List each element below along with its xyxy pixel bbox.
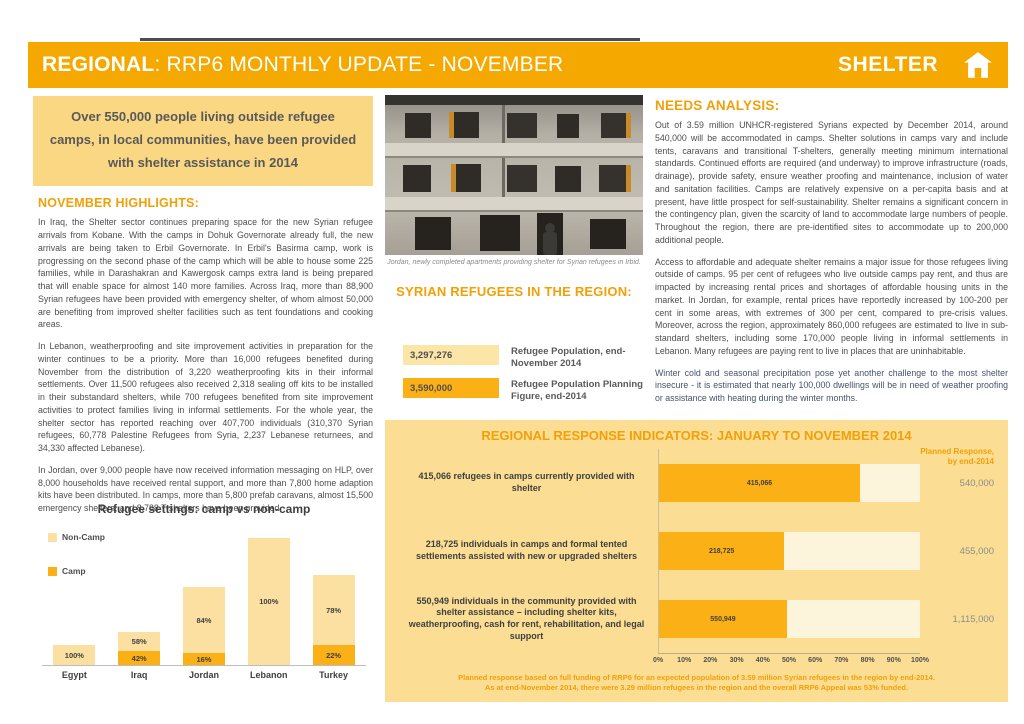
needs-paragraph-camps: Out of 3.59 million UNHCR-registered Syr…	[655, 120, 1008, 245]
needs-analysis-section: NEEDS ANALYSIS: Out of 3.59 million UNHC…	[655, 98, 1008, 414]
camp-bar-lebanon: 100%	[240, 538, 298, 665]
indicator-achieved-3: 550,949	[659, 600, 787, 638]
indicator-label-3: 550,949 individuals in the community pro…	[408, 595, 645, 641]
indicator-remaining-1	[859, 464, 920, 502]
headline-box: Over 550,000 people living outside refug…	[33, 96, 373, 187]
stat-label-planning: Refugee Population Planning Figure, end-…	[511, 379, 643, 403]
left-column: Over 550,000 people living outside refug…	[33, 96, 373, 524]
highlights-paragraph-lebanon: In Lebanon, weatherproofing and site imp…	[38, 341, 373, 453]
page-title: REGIONAL: RRP6 MONTHLY UPDATE - NOVEMBER	[42, 53, 563, 77]
camp-bar-jordan: 84% 16%	[175, 587, 233, 665]
indicators-title: REGIONAL RESPONSE INDICATORS: JANUARY TO…	[481, 428, 912, 443]
axis-tick-70: 70%	[834, 657, 849, 664]
indicator-bar-1: 415,066	[658, 449, 920, 517]
indicator-planned-2: 455,000	[959, 545, 994, 557]
page-title-bold: REGIONAL	[42, 53, 155, 76]
axis-tick-80: 80%	[860, 657, 875, 664]
legend-item-noncamp: Non-Camp	[48, 532, 105, 542]
indicator-remaining-3	[786, 600, 920, 638]
camp-chart-plot: Non-Camp Camp 100% 58% 42% 84% 16% 100% 78% 22%	[42, 524, 366, 666]
footnote-line-2: As at end-November 2014, there were 3.29…	[484, 683, 909, 693]
highlights-heading: NOVEMBER HIGHLIGHTS:	[38, 196, 199, 211]
camp-category-jordan: Jordan	[188, 670, 219, 680]
noncamp-label: Non-Camp	[62, 532, 105, 542]
highlights-paragraph-jordan: In Jordan, over 9,000 people have now re…	[38, 464, 373, 513]
noncamp-segment-iraq: 58%	[118, 632, 161, 651]
camp-category-lebanon: Lebanon	[250, 670, 288, 680]
stat-row-planning: 3,590,000 Refugee Population Planning Fi…	[403, 378, 643, 404]
camp-vs-noncamp-chart: Refugee settings: camp vs non-camp Non-C…	[38, 502, 370, 680]
axis-tick-90: 90%	[886, 657, 901, 664]
response-indicators-panel: REGIONAL RESPONSE INDICATORS: JANUARY TO…	[385, 420, 1008, 702]
sector-title: SHELTER	[838, 53, 938, 76]
panel-footnote: Planned response based on full funding o…	[395, 673, 998, 693]
top-rule	[140, 38, 640, 41]
indicators-x-axis: 0% 10% 20% 30% 40% 50% 60% 70% 80% 90% 100%	[653, 653, 929, 668]
camp-chart-title: Refugee settings: camp vs non-camp	[97, 502, 311, 516]
stat-row-population: 3,297,276 Refugee Population, end-Novemb…	[403, 345, 643, 371]
axis-tick-40: 40%	[755, 657, 770, 664]
camp-segment-jordan: 16%	[182, 653, 225, 665]
needs-paragraph-winter: Winter cold and seasonal precipitation p…	[655, 367, 1008, 404]
noncamp-swatch	[48, 532, 57, 542]
page-title-rest: : RRP6 MONTHLY UPDATE - NOVEMBER	[154, 53, 564, 76]
camp-chart-categories: Egypt Iraq Jordan Lebanon Turkey	[42, 670, 366, 680]
axis-tick-100: 100%	[911, 657, 929, 664]
indicator-bar-2: 218,725	[658, 517, 920, 585]
camp-bar-turkey: 78% 22%	[305, 575, 363, 665]
stat-value-population: 3,297,276	[403, 345, 499, 365]
axis-tick-0: 0%	[652, 657, 664, 664]
noncamp-segment-turkey: 78%	[312, 575, 355, 645]
camp-category-turkey: Turkey	[319, 670, 348, 680]
footnote-line-1: Planned response based on full funding o…	[458, 673, 935, 682]
indicator-planned-1: 540,000	[959, 477, 994, 489]
needs-heading: NEEDS ANALYSIS:	[655, 98, 780, 113]
axis-tick-50: 50%	[781, 657, 797, 664]
highlights-paragraph-iraq: In Iraq, the Shelter sector continues pr…	[38, 217, 373, 330]
camp-bar-iraq: 58% 42%	[110, 632, 168, 665]
camp-chart-legend: Non-Camp Camp	[48, 532, 105, 600]
needs-paragraph-rent: Access to affordable and adequate shelte…	[655, 256, 1008, 356]
indicator-achieved-2: 218,725	[659, 532, 785, 570]
indicator-bar-3: 550,949	[658, 585, 920, 653]
camp-label: Camp	[62, 566, 86, 576]
axis-tick-30: 30%	[729, 657, 744, 664]
stat-value-planning: 3,590,000	[403, 378, 499, 398]
indicators-chart: Planned Response, by end-2014 415,066 re…	[395, 447, 998, 653]
planned-response-header: Planned Response, by end-2014	[920, 447, 994, 466]
indicator-label-2: 218,725 individuals in camps and formal …	[415, 539, 638, 561]
camp-segment-iraq: 42%	[118, 651, 161, 665]
photo-caption: Jordan, newly completed apartments provi…	[387, 259, 641, 266]
indicator-label-1: 415,066 refugees in camps currently prov…	[418, 471, 635, 493]
camp-bar-egypt: 100%	[45, 645, 103, 665]
header-bar: REGIONAL: RRP6 MONTHLY UPDATE - NOVEMBER…	[28, 42, 1008, 88]
indicator-remaining-2	[784, 532, 920, 570]
noncamp-segment-egypt: 100%	[53, 645, 96, 665]
stat-label-population: Refugee Population, end-November 2014	[511, 346, 626, 370]
indicator-achieved-1: 415,066	[659, 464, 860, 502]
indicator-planned-3: 1,115,000	[952, 613, 994, 625]
building-photo	[385, 95, 643, 255]
legend-item-camp: Camp	[48, 566, 105, 576]
noncamp-segment-jordan: 84%	[182, 587, 225, 653]
person-silhouette	[545, 223, 555, 233]
axis-tick-60: 60%	[808, 657, 823, 664]
camp-category-egypt: Egypt	[61, 670, 87, 680]
camp-segment-turkey: 22%	[312, 645, 355, 665]
axis-tick-20: 20%	[703, 657, 718, 664]
camp-category-iraq: Iraq	[130, 670, 148, 680]
camp-swatch	[48, 566, 57, 576]
house-icon	[964, 52, 992, 78]
region-stats-heading: SYRIAN REFUGEES IN THE REGION:	[396, 284, 632, 299]
noncamp-segment-lebanon: 100%	[247, 538, 290, 665]
axis-tick-10: 10%	[677, 657, 692, 664]
